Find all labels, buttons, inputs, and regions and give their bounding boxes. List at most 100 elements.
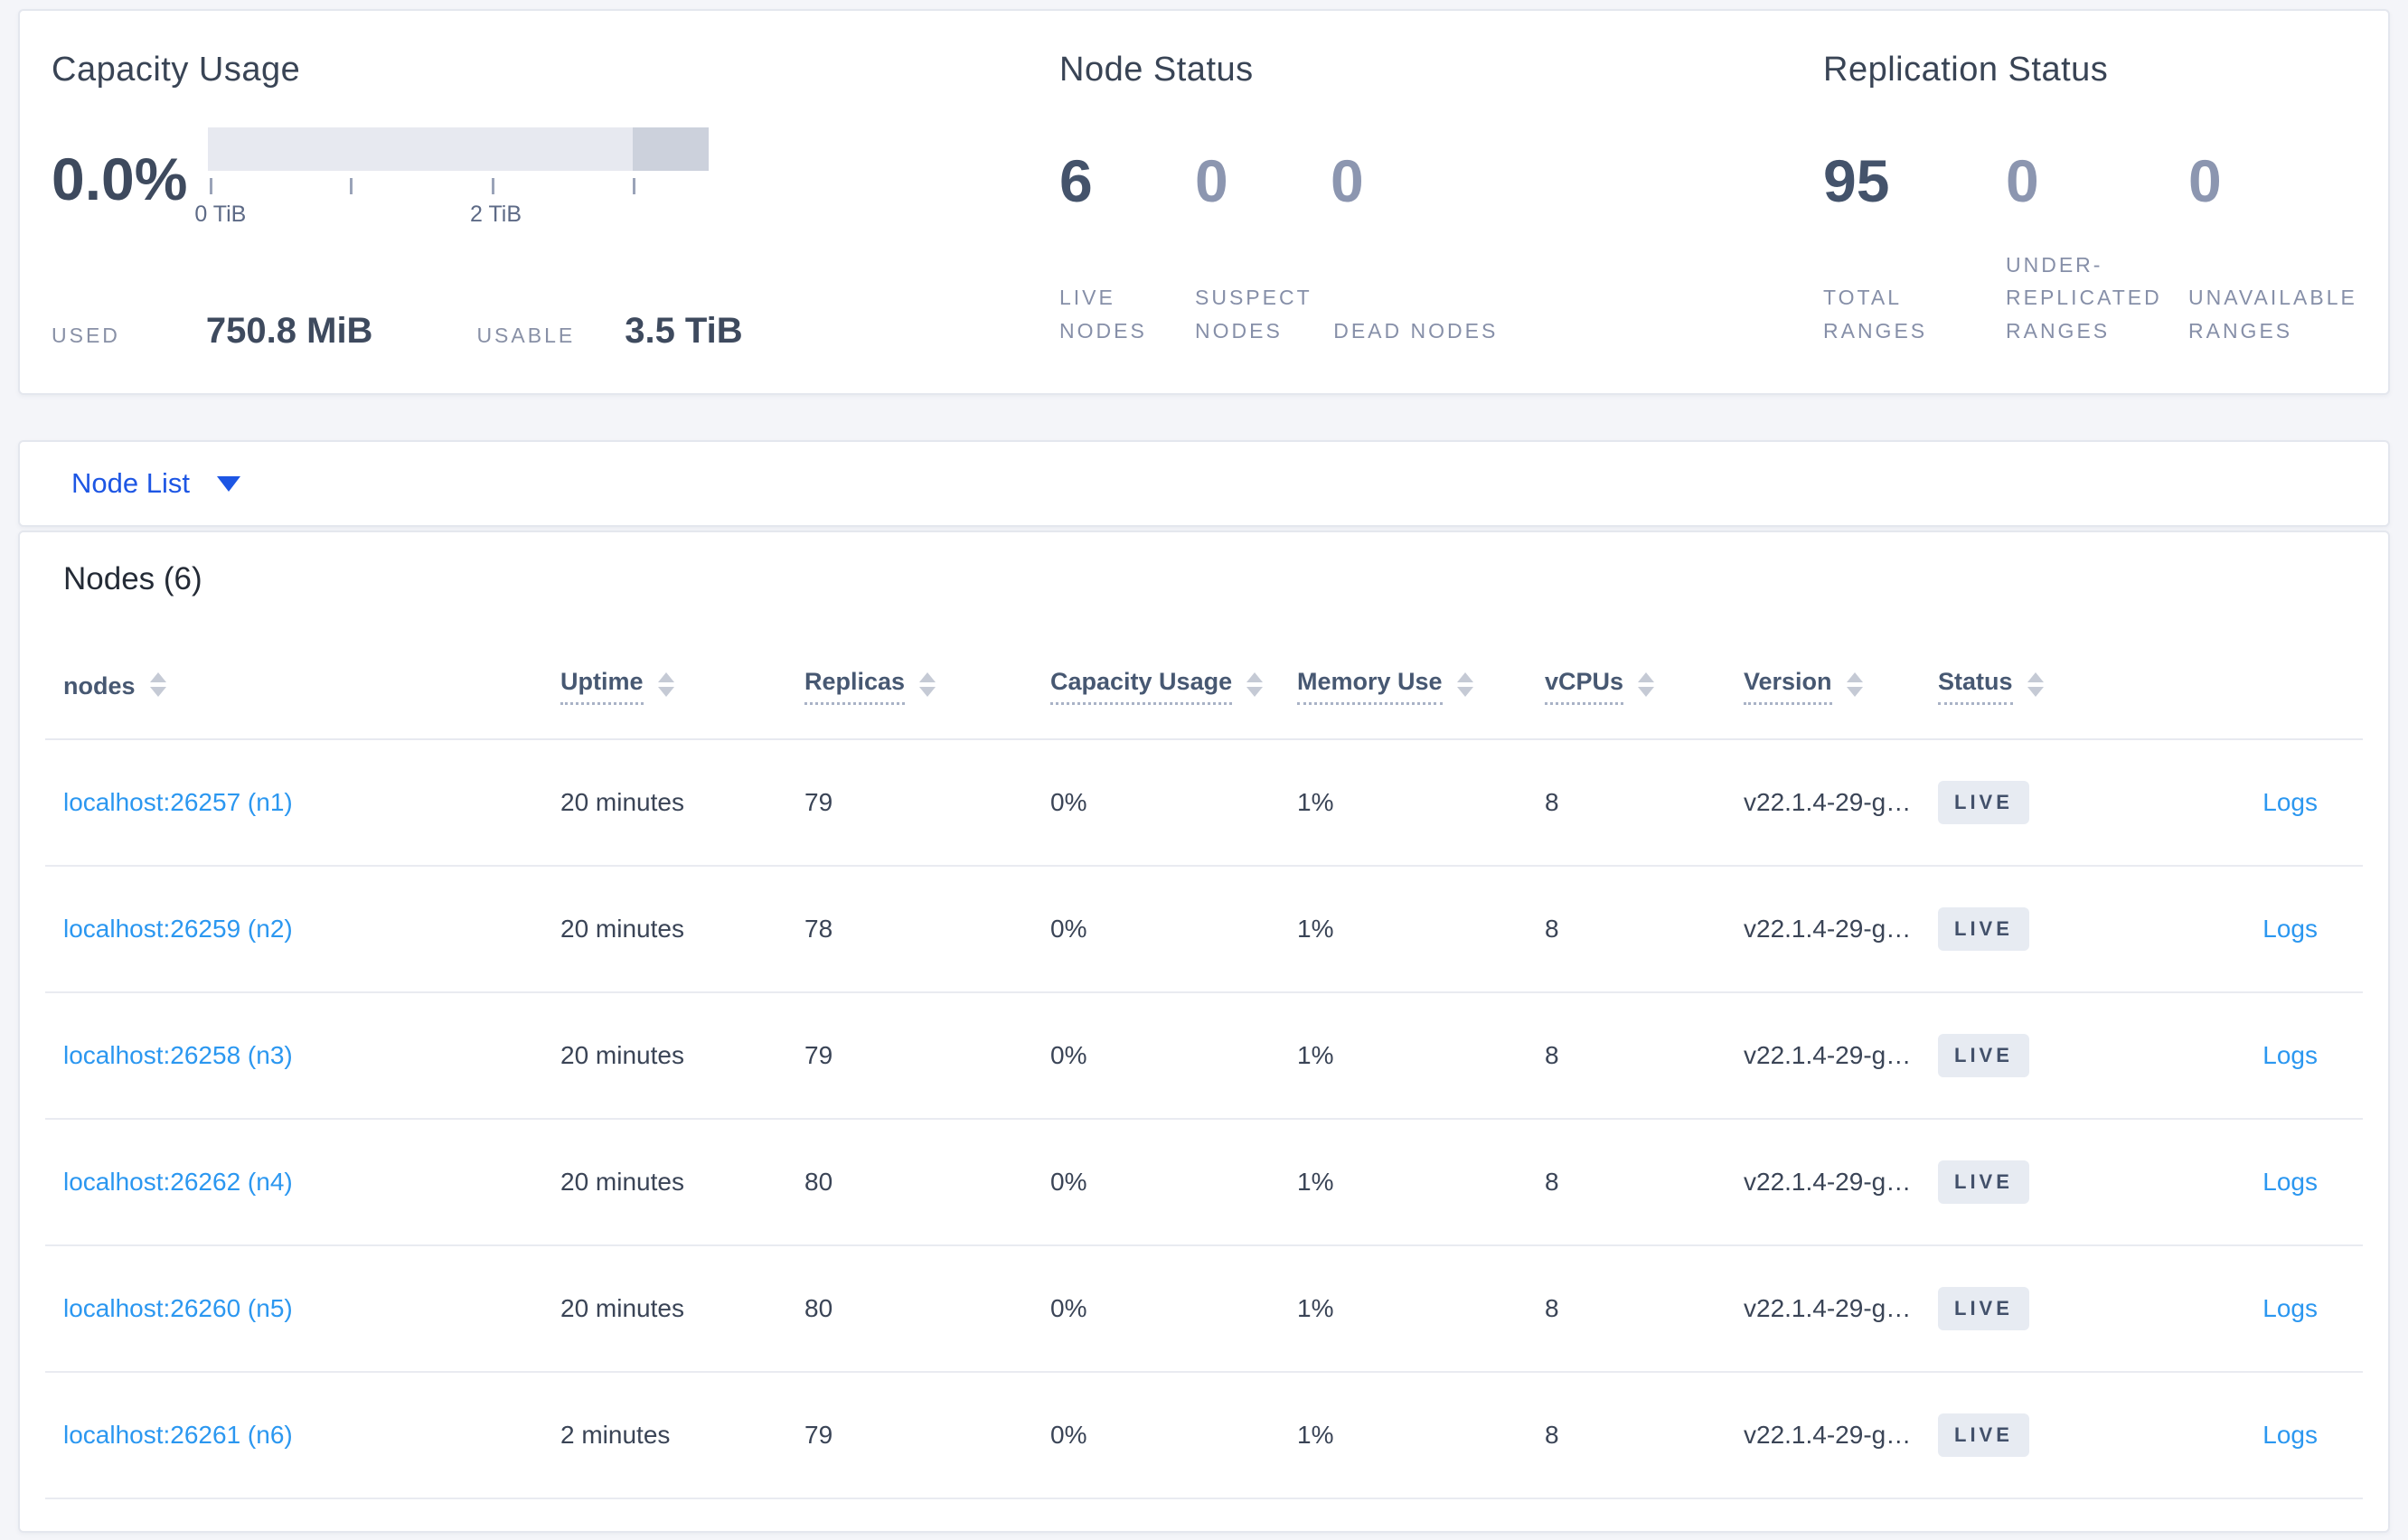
used-value: 750.8 MiB xyxy=(205,311,373,351)
capacity-used-usable-row: USED 750.8 MiB USABLE 3.5 TiB xyxy=(52,311,1059,352)
memory-use-cell: 1% xyxy=(1297,1294,1334,1322)
replication-status-title: Replication Status xyxy=(1823,51,2109,89)
logs-link[interactable]: Logs xyxy=(2262,788,2318,816)
logs-link[interactable]: Logs xyxy=(2262,1168,2318,1196)
capacity-bar: 0 TiB 2 TiB xyxy=(194,127,709,230)
vcpus-cell: 8 xyxy=(1545,788,1559,816)
logs-link[interactable]: Logs xyxy=(2262,1294,2318,1322)
node-link[interactable]: localhost:26259 (n2) xyxy=(63,915,293,943)
unavailable-ranges-count: 0 xyxy=(2188,147,2222,214)
capacity-usage-cell: 0% xyxy=(1050,1421,1087,1449)
memory-use-cell: 1% xyxy=(1297,788,1334,816)
under-replicated-ranges-label: UNDER-REPLICATED RANGES xyxy=(2006,252,2162,343)
column-header-replicas[interactable]: Replicas xyxy=(804,668,1050,705)
version-cell: v22.1.4-29-g… xyxy=(1744,915,1912,943)
unavailable-ranges-label: UNAVAILABLE RANGES xyxy=(2188,286,2357,343)
replicas-cell: 79 xyxy=(804,1421,833,1449)
status-cell: LIVE xyxy=(1938,1413,2227,1457)
memory-use-cell: 1% xyxy=(1297,1041,1334,1069)
uptime-cell: 20 minutes xyxy=(560,1168,684,1196)
axis-tick xyxy=(491,178,494,194)
column-header-status[interactable]: Status xyxy=(1938,668,2227,705)
dead-nodes-count: 0 xyxy=(1331,147,1364,214)
node-status-labels: LIVE NODES SUSPECT NODES DEAD NODES xyxy=(1059,281,1823,348)
dead-nodes-label: DEAD NODES xyxy=(1333,319,1499,343)
capacity-axis: 0 TiB 2 TiB xyxy=(194,171,709,230)
usable-label: USABLE xyxy=(476,324,576,347)
vcpus-cell: 8 xyxy=(1545,1421,1559,1449)
status-badge: LIVE xyxy=(1938,781,2029,824)
uptime-cell: 20 minutes xyxy=(560,788,684,816)
status-badge: LIVE xyxy=(1938,1287,2029,1330)
vcpus-cell: 8 xyxy=(1545,1168,1559,1196)
node-list-dropdown-bar: Node List xyxy=(18,440,2390,527)
node-row-n3: localhost:26258 (n3) 20 minutes 79 0% 1%… xyxy=(45,993,2363,1120)
uptime-cell: 20 minutes xyxy=(560,915,684,943)
node-status-section: Node Status 6 0 0 LIVE NODES SUSPECT NOD… xyxy=(1059,11,1823,393)
version-cell: v22.1.4-29-g… xyxy=(1744,1168,1912,1196)
uptime-cell: 2 minutes xyxy=(560,1421,671,1449)
total-ranges-count: 95 xyxy=(1823,147,1890,214)
suspect-nodes-label: SUSPECT NODES xyxy=(1195,286,1312,343)
cluster-summary-panel: Capacity Usage 0.0% 0 TiB 2 TiB xyxy=(18,9,2390,395)
capacity-usage-chart: 0.0% 0 TiB 2 TiB xyxy=(52,127,1059,230)
node-link[interactable]: localhost:26257 (n1) xyxy=(63,788,293,816)
used-label: USED xyxy=(52,324,120,347)
memory-use-cell: 1% xyxy=(1297,1421,1334,1449)
logs-link[interactable]: Logs xyxy=(2262,1041,2318,1069)
uptime-cell: 20 minutes xyxy=(560,1294,684,1322)
live-nodes-count: 6 xyxy=(1059,147,1093,214)
status-badge: LIVE xyxy=(1938,1160,2029,1204)
nodes-section-title: Nodes (6) xyxy=(63,561,202,596)
replicas-cell: 79 xyxy=(804,788,833,816)
node-link[interactable]: localhost:26260 (n5) xyxy=(63,1294,293,1322)
axis-tick-label: 0 TiB xyxy=(194,202,247,227)
replicas-cell: 80 xyxy=(804,1294,833,1322)
nodes-table: nodes Uptime Replicas Capacity Usage Mem… xyxy=(45,634,2363,1499)
sort-icon xyxy=(657,671,674,697)
column-header-memory-use[interactable]: Memory Use xyxy=(1297,668,1545,705)
replicas-cell: 80 xyxy=(804,1168,833,1196)
replication-status-numbers: 95 0 0 xyxy=(1823,151,2388,211)
column-header-uptime[interactable]: Uptime xyxy=(560,668,804,705)
node-row-n2: localhost:26259 (n2) 20 minutes 78 0% 1%… xyxy=(45,867,2363,993)
version-cell: v22.1.4-29-g… xyxy=(1744,788,1912,816)
version-cell: v22.1.4-29-g… xyxy=(1744,1421,1912,1449)
nodes-table-panel: Nodes (6) nodes Uptime Replicas Capacity… xyxy=(18,531,2390,1533)
capacity-usage-cell: 0% xyxy=(1050,1294,1087,1322)
column-header-version[interactable]: Version xyxy=(1744,668,1938,705)
column-header-capacity-usage[interactable]: Capacity Usage xyxy=(1050,668,1297,705)
capacity-bar-track xyxy=(208,127,709,171)
nodes-table-header-row: nodes Uptime Replicas Capacity Usage Mem… xyxy=(45,634,2363,740)
live-nodes-label: LIVE NODES xyxy=(1059,286,1147,343)
status-cell: LIVE xyxy=(1938,1287,2227,1330)
node-list-dropdown-toggle[interactable]: Node List xyxy=(71,467,240,500)
vcpus-cell: 8 xyxy=(1545,915,1559,943)
column-header-nodes[interactable]: nodes xyxy=(63,671,560,700)
replicas-cell: 79 xyxy=(804,1041,833,1069)
replication-status-labels: TOTAL RANGES UNDER-REPLICATED RANGES UNA… xyxy=(1823,249,2388,348)
status-badge: LIVE xyxy=(1938,1034,2029,1077)
node-row-n1: localhost:26257 (n1) 20 minutes 79 0% 1%… xyxy=(45,740,2363,867)
version-cell: v22.1.4-29-g… xyxy=(1744,1041,1912,1069)
replication-status-section: Replication Status 95 0 0 TOTAL RANGES U… xyxy=(1823,11,2388,393)
node-link[interactable]: localhost:26258 (n3) xyxy=(63,1041,293,1069)
node-link[interactable]: localhost:26262 (n4) xyxy=(63,1168,293,1196)
version-cell: v22.1.4-29-g… xyxy=(1744,1294,1912,1322)
uptime-cell: 20 minutes xyxy=(560,1041,684,1069)
node-list-dropdown-label: Node List xyxy=(71,467,190,499)
sort-icon xyxy=(1846,671,1863,697)
node-status-numbers: 6 0 0 xyxy=(1059,151,1823,211)
axis-tick xyxy=(349,178,353,194)
capacity-usage-title: Capacity Usage xyxy=(52,51,301,89)
logs-link[interactable]: Logs xyxy=(2262,1421,2318,1449)
column-header-vcpus[interactable]: vCPUs xyxy=(1545,668,1744,705)
node-link[interactable]: localhost:26261 (n6) xyxy=(63,1421,293,1449)
vcpus-cell: 8 xyxy=(1545,1294,1559,1322)
axis-tick xyxy=(209,178,212,194)
caret-down-icon xyxy=(216,475,240,492)
logs-link[interactable]: Logs xyxy=(2262,915,2318,943)
memory-use-cell: 1% xyxy=(1297,915,1334,943)
capacity-usage-cell: 0% xyxy=(1050,788,1087,816)
